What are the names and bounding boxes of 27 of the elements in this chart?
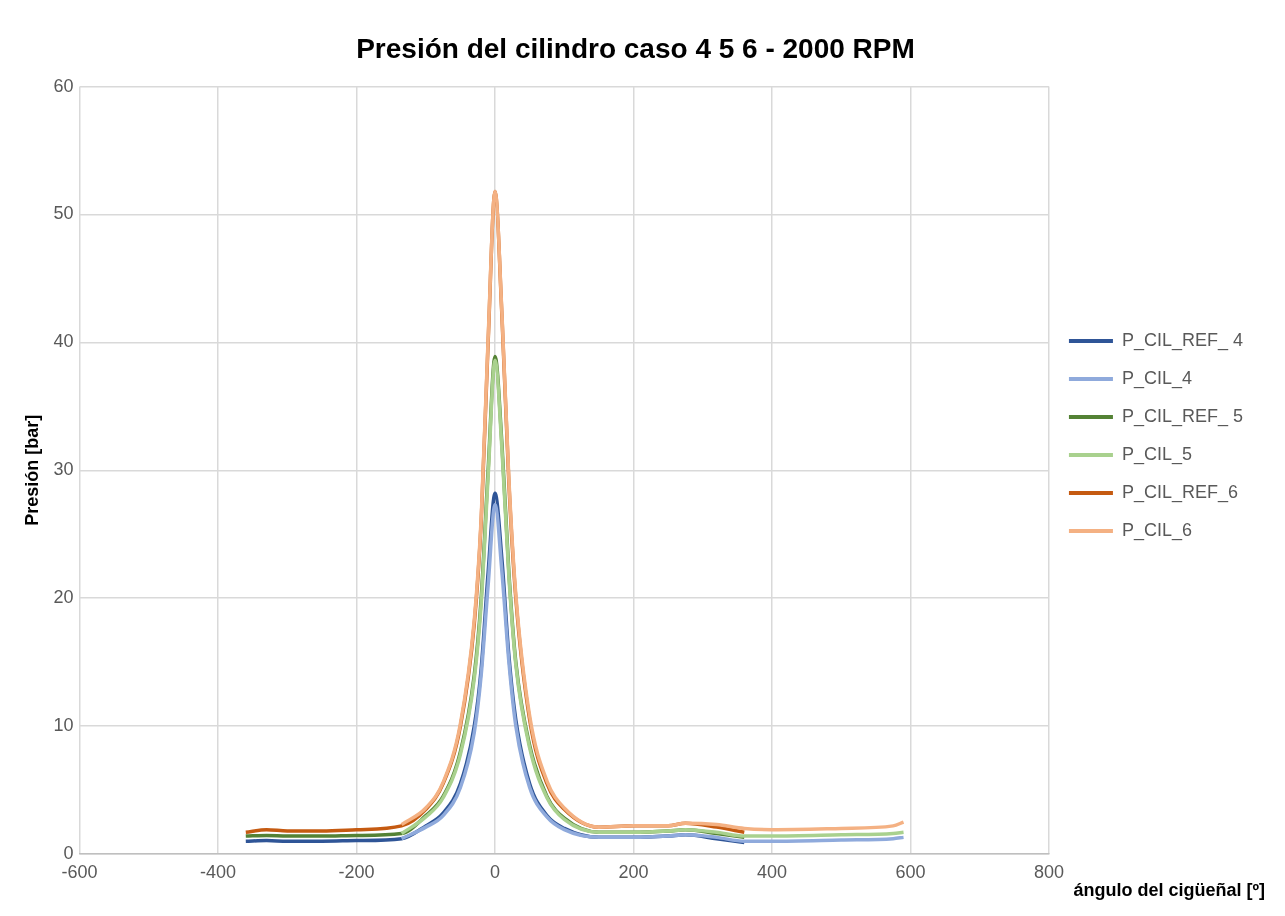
line-series [399,503,906,843]
legend-label: P_CIL_4 [1121,367,1192,389]
x-tick-label: 200 [618,861,649,882]
x-tick-label: 800 [1033,861,1064,882]
legend-label: P_CIL_REF_ 4 [1121,329,1243,351]
y-tick-label: 30 [53,459,74,480]
y-axis-title: Presión [bar] [21,414,42,526]
y-tick-label: 20 [53,587,74,608]
legend-label: P_CIL_6 [1121,519,1192,541]
x-axis-title: ángulo del cigüeñal [º] [1073,879,1265,900]
x-tick-label: -200 [338,861,375,882]
x-tick-label: -600 [61,861,98,882]
legend-label: P_CIL_REF_ 5 [1121,405,1243,427]
line-series [399,358,906,838]
y-tick-label: 60 [53,75,74,96]
x-tick-label: 400 [756,861,788,882]
x-tick-label: -400 [200,861,237,882]
y-tick-label: 10 [53,715,74,736]
y-tick-label: 0 [63,842,74,863]
legend-label: P_CIL_REF_6 [1121,481,1238,503]
legend-label: P_CIL_5 [1121,443,1192,465]
y-tick-label: 50 [53,203,74,224]
line-series [399,189,906,832]
x-tick-label: 0 [490,861,501,882]
y-tick-label: 40 [53,331,74,352]
x-tick-label: 600 [895,861,926,882]
chart-title: Presión del cilindro caso 4 5 6 - 2000 RPM [356,32,915,64]
